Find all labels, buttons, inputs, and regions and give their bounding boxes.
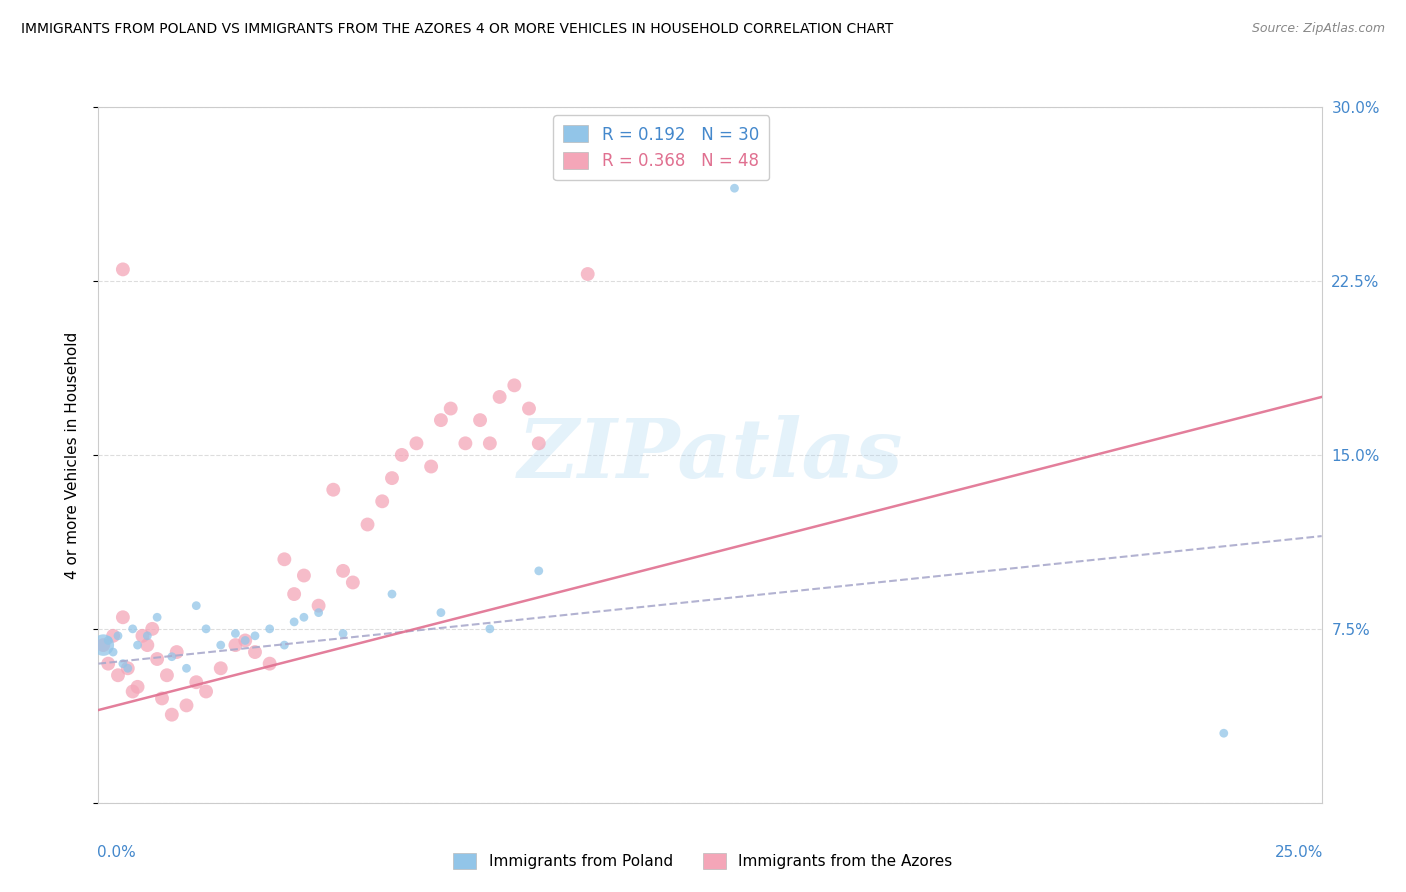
Point bbox=[111, 610, 134, 624]
Point bbox=[233, 633, 256, 648]
Point bbox=[420, 459, 443, 474]
Point bbox=[356, 517, 378, 532]
Point bbox=[209, 661, 232, 675]
Point bbox=[117, 661, 139, 675]
Point bbox=[308, 606, 330, 620]
Point bbox=[517, 401, 540, 416]
Point bbox=[176, 661, 198, 675]
Point bbox=[160, 707, 183, 722]
Point bbox=[292, 568, 315, 582]
Point bbox=[97, 657, 120, 671]
Text: Source: ZipAtlas.com: Source: ZipAtlas.com bbox=[1251, 22, 1385, 36]
Point bbox=[381, 587, 404, 601]
Point bbox=[91, 638, 114, 652]
Point bbox=[723, 181, 745, 195]
Point bbox=[195, 684, 218, 698]
Point bbox=[101, 645, 124, 659]
Point bbox=[101, 629, 124, 643]
Point bbox=[371, 494, 394, 508]
Point bbox=[224, 626, 246, 640]
Legend: Immigrants from Poland, Immigrants from the Azores: Immigrants from Poland, Immigrants from … bbox=[447, 847, 959, 875]
Point bbox=[224, 638, 246, 652]
Y-axis label: 4 or more Vehicles in Household: 4 or more Vehicles in Household bbox=[65, 331, 80, 579]
Point bbox=[576, 267, 599, 281]
Point bbox=[332, 626, 354, 640]
Text: ZIPatlas: ZIPatlas bbox=[517, 415, 903, 495]
Point bbox=[131, 629, 153, 643]
Point bbox=[166, 645, 188, 659]
Point bbox=[527, 436, 550, 450]
Text: 0.0%: 0.0% bbox=[97, 845, 136, 860]
Point bbox=[478, 622, 501, 636]
Point bbox=[127, 680, 149, 694]
Point bbox=[454, 436, 477, 450]
Point bbox=[111, 262, 134, 277]
Point bbox=[273, 638, 295, 652]
Point bbox=[107, 668, 129, 682]
Point bbox=[233, 633, 256, 648]
Point bbox=[430, 413, 453, 427]
Point bbox=[121, 622, 143, 636]
Point bbox=[186, 675, 208, 690]
Point bbox=[332, 564, 354, 578]
Point bbox=[141, 622, 163, 636]
Point bbox=[440, 401, 463, 416]
Point bbox=[322, 483, 344, 497]
Point bbox=[468, 413, 491, 427]
Point bbox=[107, 629, 129, 643]
Point bbox=[176, 698, 198, 713]
Point bbox=[259, 657, 281, 671]
Point bbox=[292, 610, 315, 624]
Point bbox=[186, 599, 208, 613]
Point bbox=[91, 638, 114, 652]
Point bbox=[150, 691, 173, 706]
Point bbox=[160, 649, 183, 664]
Point bbox=[117, 661, 139, 675]
Point bbox=[478, 436, 501, 450]
Point bbox=[243, 629, 266, 643]
Point bbox=[391, 448, 413, 462]
Point bbox=[136, 629, 159, 643]
Point bbox=[209, 638, 232, 652]
Point bbox=[146, 610, 169, 624]
Point bbox=[127, 638, 149, 652]
Point bbox=[243, 645, 266, 659]
Point bbox=[156, 668, 179, 682]
Text: 25.0%: 25.0% bbox=[1274, 845, 1323, 860]
Point bbox=[273, 552, 295, 566]
Point bbox=[488, 390, 510, 404]
Point bbox=[308, 599, 330, 613]
Point bbox=[503, 378, 526, 392]
Point bbox=[136, 638, 159, 652]
Point bbox=[381, 471, 404, 485]
Point bbox=[430, 606, 453, 620]
Point bbox=[283, 615, 305, 629]
Point bbox=[527, 564, 550, 578]
Point bbox=[97, 633, 120, 648]
Point bbox=[405, 436, 427, 450]
Point bbox=[121, 684, 143, 698]
Point bbox=[111, 657, 134, 671]
Point bbox=[342, 575, 364, 590]
Point bbox=[146, 652, 169, 666]
Point bbox=[259, 622, 281, 636]
Text: IMMIGRANTS FROM POLAND VS IMMIGRANTS FROM THE AZORES 4 OR MORE VEHICLES IN HOUSE: IMMIGRANTS FROM POLAND VS IMMIGRANTS FRO… bbox=[21, 22, 893, 37]
Point bbox=[195, 622, 218, 636]
Point bbox=[283, 587, 305, 601]
Point bbox=[1212, 726, 1234, 740]
Legend: R = 0.192   N = 30, R = 0.368   N = 48: R = 0.192 N = 30, R = 0.368 N = 48 bbox=[554, 115, 769, 180]
